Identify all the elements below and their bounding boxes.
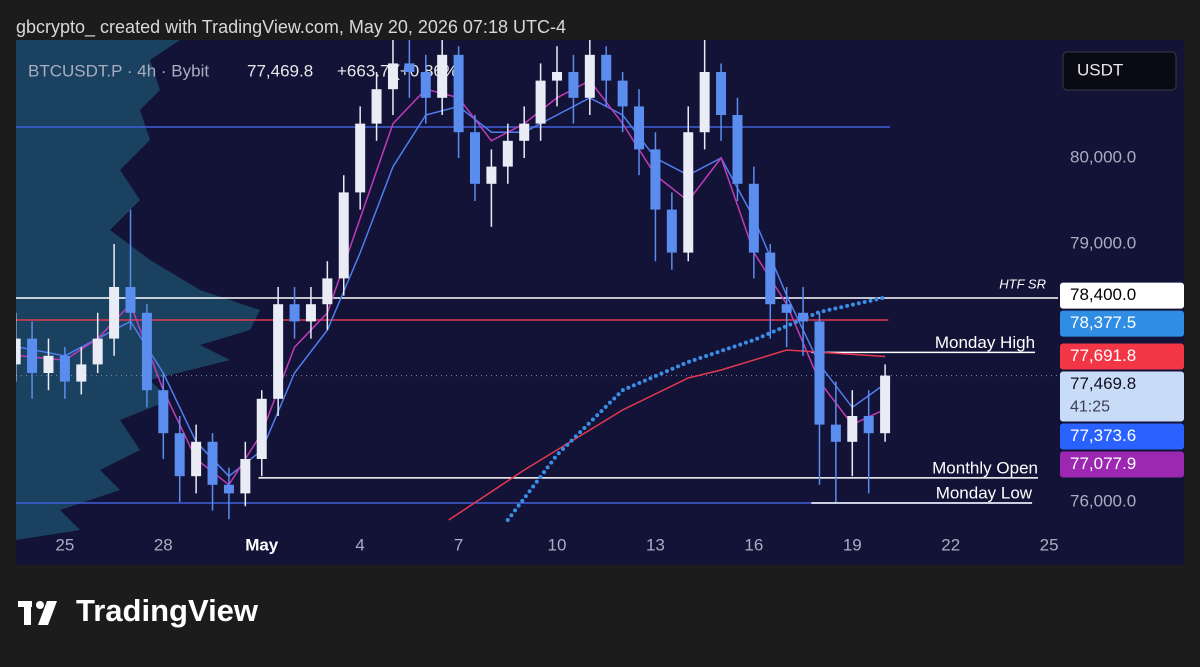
- candle-body: [847, 415, 858, 442]
- currency-button-label[interactable]: USDT: [1077, 60, 1123, 79]
- price-tag: [1060, 282, 1184, 309]
- x-tick-label: 25: [55, 535, 74, 554]
- level-label: HTF SR: [999, 276, 1046, 291]
- x-tick-label: 10: [548, 535, 567, 554]
- candle-body: [256, 398, 267, 459]
- x-tick-label: 22: [941, 535, 960, 554]
- candle-body: [584, 54, 595, 98]
- price-tag-countdown: 41:25: [1070, 399, 1110, 416]
- candle-body: [16, 338, 21, 365]
- candle-body: [240, 458, 251, 494]
- candle-body: [404, 63, 415, 73]
- candle-body: [863, 415, 874, 434]
- candle-body: [273, 304, 284, 399]
- candle-body: [174, 433, 185, 477]
- candle-body: [502, 140, 513, 167]
- candle-body: [830, 424, 841, 442]
- x-tick-label: 4: [355, 535, 364, 554]
- candle-body: [338, 192, 349, 279]
- price-tag-label: 78,377.5: [1070, 313, 1136, 332]
- candle-body: [141, 312, 152, 391]
- candle-body: [716, 72, 727, 116]
- candle-body: [535, 80, 546, 124]
- candle-body: [322, 278, 333, 305]
- price-tag: [1060, 343, 1184, 370]
- volume-profile: [16, 40, 260, 540]
- price-tag: [1060, 423, 1184, 450]
- candle-body: [798, 312, 809, 322]
- candle-body: [223, 484, 234, 494]
- candle-body: [355, 123, 366, 193]
- candle-body: [469, 132, 480, 184]
- x-tick-label: 28: [154, 535, 173, 554]
- candle-body: [601, 54, 612, 81]
- candle-body: [617, 80, 628, 107]
- level-label: Monday Low: [936, 484, 1033, 503]
- price-tag-label: 77,077.9: [1070, 454, 1136, 473]
- candle-body: [305, 304, 316, 322]
- x-tick-label: 7: [454, 535, 463, 554]
- candle-body: [634, 106, 645, 150]
- x-tick-label: 25: [1040, 535, 1059, 554]
- candle-body: [109, 287, 120, 339]
- price-tag-label: 77,469.8: [1070, 374, 1136, 393]
- price-tag-label: 77,691.8: [1070, 346, 1136, 365]
- price-tag-label: 77,373.6: [1070, 426, 1136, 445]
- moving-average: [448, 349, 886, 521]
- brand-logo: [18, 601, 57, 625]
- candle-body: [666, 209, 677, 253]
- candle-body: [486, 166, 497, 184]
- candle-body: [568, 72, 579, 98]
- candle-body: [781, 304, 792, 313]
- candle-body: [814, 321, 825, 425]
- candle-body: [371, 89, 382, 124]
- x-tick-label: 19: [843, 535, 862, 554]
- price-tag: [1060, 451, 1184, 478]
- candle-body: [76, 364, 87, 382]
- candle-body: [125, 287, 136, 313]
- candle-body: [880, 375, 891, 434]
- level-label: Monthly Open: [932, 458, 1038, 477]
- candle-body: [732, 115, 743, 184]
- level-label: Monday High: [935, 333, 1035, 352]
- price-change: +663.7 (+0.86%): [337, 61, 464, 80]
- candle-body: [683, 132, 694, 253]
- moving-average: [505, 295, 888, 522]
- candle-body: [650, 149, 661, 210]
- candle-body: [43, 355, 54, 373]
- candle-body: [437, 54, 448, 98]
- price-tag-label: 78,400.0: [1070, 285, 1136, 304]
- candle-body: [765, 252, 776, 305]
- price-tag: [1060, 310, 1184, 337]
- header: gbcrypto_ created with TradingView.com, …: [16, 17, 566, 38]
- y-tick-label: 79,000.0: [1070, 233, 1136, 252]
- currency-button[interactable]: [1062, 51, 1177, 91]
- x-tick-label: May: [245, 535, 279, 554]
- last-price: 77,469.8: [247, 61, 313, 80]
- candle-body: [59, 355, 70, 382]
- candle-body: [748, 183, 759, 253]
- candle-body: [191, 441, 202, 477]
- x-tick-label: 16: [744, 535, 763, 554]
- candle-body: [92, 338, 103, 365]
- candle-body: [289, 304, 300, 322]
- candle-body: [420, 72, 431, 98]
- brand-name: TradingView: [76, 593, 259, 628]
- y-tick-label: 76,000.0: [1070, 491, 1136, 510]
- candle-body: [387, 63, 398, 90]
- candle-body: [158, 390, 169, 434]
- candle-body: [699, 72, 710, 133]
- price-tag: [1060, 371, 1184, 422]
- symbol: BTCUSDT.P · 4h · Bybit: [28, 61, 209, 80]
- y-tick-label: 80,000.0: [1070, 147, 1136, 166]
- candle-body: [519, 123, 530, 141]
- x-tick-label: 13: [646, 535, 665, 554]
- candle-body: [552, 72, 563, 81]
- candle-body: [453, 54, 464, 133]
- candle-body: [207, 441, 218, 485]
- candle-body: [27, 338, 38, 373]
